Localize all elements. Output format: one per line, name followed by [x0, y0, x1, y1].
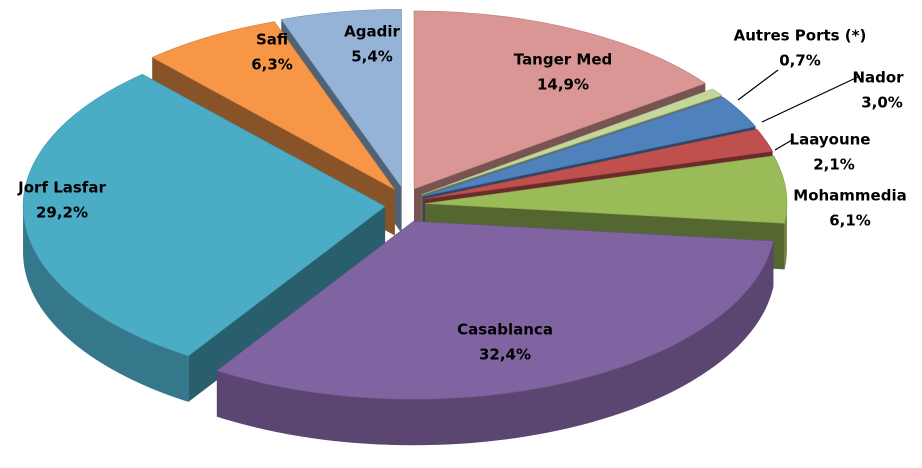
slice-top — [280, 8, 402, 189]
slice-side — [784, 203, 787, 270]
slice-label: Tanger Med — [514, 51, 612, 69]
slice-value-label: 3,0% — [861, 94, 903, 112]
slice-value-label: 14,9% — [537, 76, 589, 94]
slice-label: Mohammedia — [793, 187, 906, 205]
slice-top — [22, 73, 386, 357]
slice-value-label: 2,1% — [813, 156, 855, 174]
leader-line — [774, 139, 793, 151]
slice-top — [421, 88, 723, 195]
slice — [22, 73, 386, 402]
slice-value-label: 32,4% — [479, 346, 531, 364]
leader-line — [737, 69, 779, 101]
slice-value-label: 6,1% — [829, 212, 871, 230]
slice — [216, 220, 774, 446]
slice-top — [413, 10, 706, 190]
slice-side — [216, 241, 774, 446]
slice-value-label: 0,7% — [779, 52, 821, 70]
slice-value-label: 6,3% — [251, 56, 293, 74]
slice-value-label: 5,4% — [351, 48, 393, 66]
slice-top — [422, 96, 757, 197]
slice-value-label: 29,2% — [36, 204, 88, 222]
slice-label: Autres Ports (*) — [734, 27, 867, 45]
slice-label: Safi — [256, 31, 288, 49]
leader-line — [761, 75, 861, 123]
slice-top — [424, 155, 788, 224]
slice-top — [423, 128, 774, 200]
slice-top — [151, 21, 396, 190]
slice-top — [216, 220, 774, 400]
slice-label: Agadir — [344, 23, 400, 41]
slice-side — [23, 206, 189, 402]
slice-label: Laayoune — [790, 131, 871, 149]
slice-label: Jorf Lasfar — [17, 179, 106, 197]
slice-label: Casablanca — [457, 321, 553, 339]
slice-label: Nador — [852, 69, 904, 87]
slice-cut-face — [188, 206, 386, 402]
